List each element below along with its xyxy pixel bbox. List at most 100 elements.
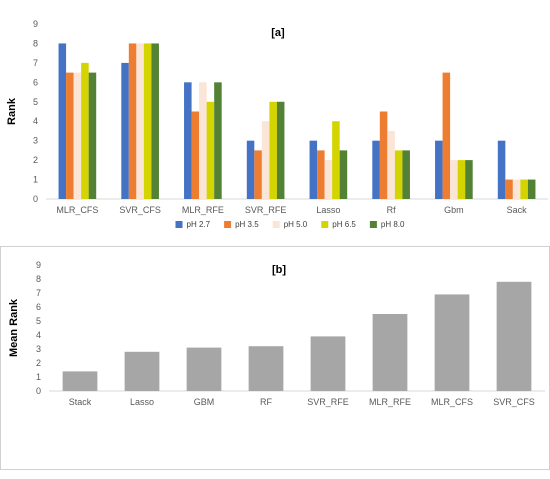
bar: [402, 150, 410, 199]
y-tick-label: 5: [36, 316, 41, 326]
bar: [339, 150, 348, 199]
y-tick-label: 4: [33, 116, 38, 126]
legend-swatch: [321, 221, 329, 228]
legend-label: pH 8.0: [381, 220, 405, 229]
y-tick-label: 4: [36, 330, 41, 340]
bar: [379, 111, 388, 199]
x-tick-label: Sack: [507, 205, 528, 215]
y-tick-label: 1: [36, 372, 41, 382]
y-tick-label: 2: [33, 155, 38, 165]
y-tick-label: 6: [36, 302, 41, 312]
legend-label: pH 5.0: [284, 220, 308, 229]
bar: [372, 314, 408, 391]
x-tick-label: SVR_RFE: [307, 397, 349, 407]
x-tick-label: SVR_CFS: [119, 205, 161, 215]
bar: [317, 150, 325, 199]
y-tick-label: 9: [33, 19, 38, 29]
bar: [332, 121, 340, 199]
legend-label: pH 6.5: [332, 220, 356, 229]
x-tick-label: SVR_CFS: [493, 397, 535, 407]
y-tick-label: 0: [33, 194, 38, 204]
legend-swatch: [175, 221, 183, 228]
bar: [214, 82, 222, 199]
bar: [184, 82, 192, 199]
bar: [497, 140, 506, 199]
bar: [496, 281, 532, 391]
x-tick-label: MLR_RFE: [182, 205, 224, 215]
y-axis-title: Rank: [6, 97, 18, 125]
chart-title: [a]: [271, 27, 285, 39]
x-tick-label: Stack: [69, 397, 92, 407]
bar: [143, 43, 152, 199]
y-tick-label: 6: [33, 77, 38, 87]
bar: [394, 150, 403, 199]
legend-swatch: [224, 221, 232, 228]
bar: [58, 43, 67, 199]
bar: [269, 101, 277, 199]
chart-panel-b: [b] Mean Rank 0 1 2 3 4 5 6 7 8 9 Stack Lasso GBM RF SVR…: [0, 246, 550, 470]
y-tick-label: 7: [36, 288, 41, 298]
bar: [246, 140, 255, 199]
bar: [520, 179, 528, 199]
bar: [450, 160, 458, 199]
bar: [434, 294, 470, 391]
chart-title: [b]: [272, 264, 286, 276]
y-tick-label: 3: [33, 136, 38, 146]
bar: [248, 346, 284, 391]
bar: [505, 179, 513, 199]
chart-b: [b] Mean Rank 0 1 2 3 4 5 6 7 8 9 Stack Lasso GBM RF SVR…: [8, 260, 545, 407]
y-tick-label: 2: [36, 358, 41, 368]
y-tick-label: 7: [33, 58, 38, 68]
y-tick-label: 5: [33, 97, 38, 107]
bar: [310, 336, 346, 391]
chart-a: [a] Rank 0 1 2 3 4 5 6 7 8 9 MLR_CFS SVR_CFS MLR_RFE SV…: [6, 19, 548, 229]
bar: [465, 160, 473, 199]
bar: [124, 351, 160, 391]
x-tick-label: Gbm: [444, 205, 464, 215]
x-tick-label: MLR_CFS: [431, 397, 473, 407]
chart-panel-a: [a] Rank 0 1 2 3 4 5 6 7 8 9 MLR_CFS SVR_CFS MLR_RFE SV…: [6, 19, 548, 229]
bar: [512, 179, 521, 199]
legend-swatch: [272, 221, 280, 228]
bar: [527, 179, 536, 199]
bar: [457, 160, 466, 199]
bar: [136, 43, 144, 199]
x-tick-label: MLR_RFE: [369, 397, 411, 407]
bar: [88, 72, 97, 199]
legend-label: pH 2.7: [187, 220, 211, 229]
bar: [191, 111, 200, 199]
y-tick-label: 8: [33, 38, 38, 48]
y-tick-label: 8: [36, 274, 41, 284]
bar: [261, 121, 270, 199]
y-tick-label: 1: [33, 175, 38, 185]
bar: [442, 72, 451, 199]
bar: [128, 43, 137, 199]
y-tick-label: 3: [36, 344, 41, 354]
legend-swatch: [369, 221, 377, 228]
bar: [199, 82, 207, 199]
y-tick-label: 9: [36, 260, 41, 270]
bar: [372, 140, 380, 199]
bar: [186, 347, 222, 391]
x-tick-label: GBM: [194, 397, 215, 407]
legend: pH 2.7 pH 3.5 pH 5.0 pH 6.5 pH 8.0: [175, 220, 405, 229]
bar: [206, 101, 215, 199]
x-tick-label: Lasso: [316, 205, 340, 215]
y-axis-title: Mean Rank: [8, 298, 20, 357]
bar: [66, 72, 74, 199]
x-tick-label: Lasso: [130, 397, 154, 407]
legend-label: pH 3.5: [235, 220, 259, 229]
x-tick-label: RF: [260, 397, 272, 407]
bar: [151, 43, 159, 199]
bar: [309, 140, 318, 199]
bar: [435, 140, 443, 199]
bar: [121, 62, 129, 199]
bar: [254, 150, 262, 199]
x-tick-label: Rf: [387, 205, 396, 215]
bar: [73, 72, 82, 199]
bar: [276, 101, 285, 199]
bar: [387, 130, 395, 199]
x-tick-label: SVR_RFE: [245, 205, 287, 215]
bar: [81, 62, 89, 199]
y-tick-label: 0: [36, 386, 41, 396]
